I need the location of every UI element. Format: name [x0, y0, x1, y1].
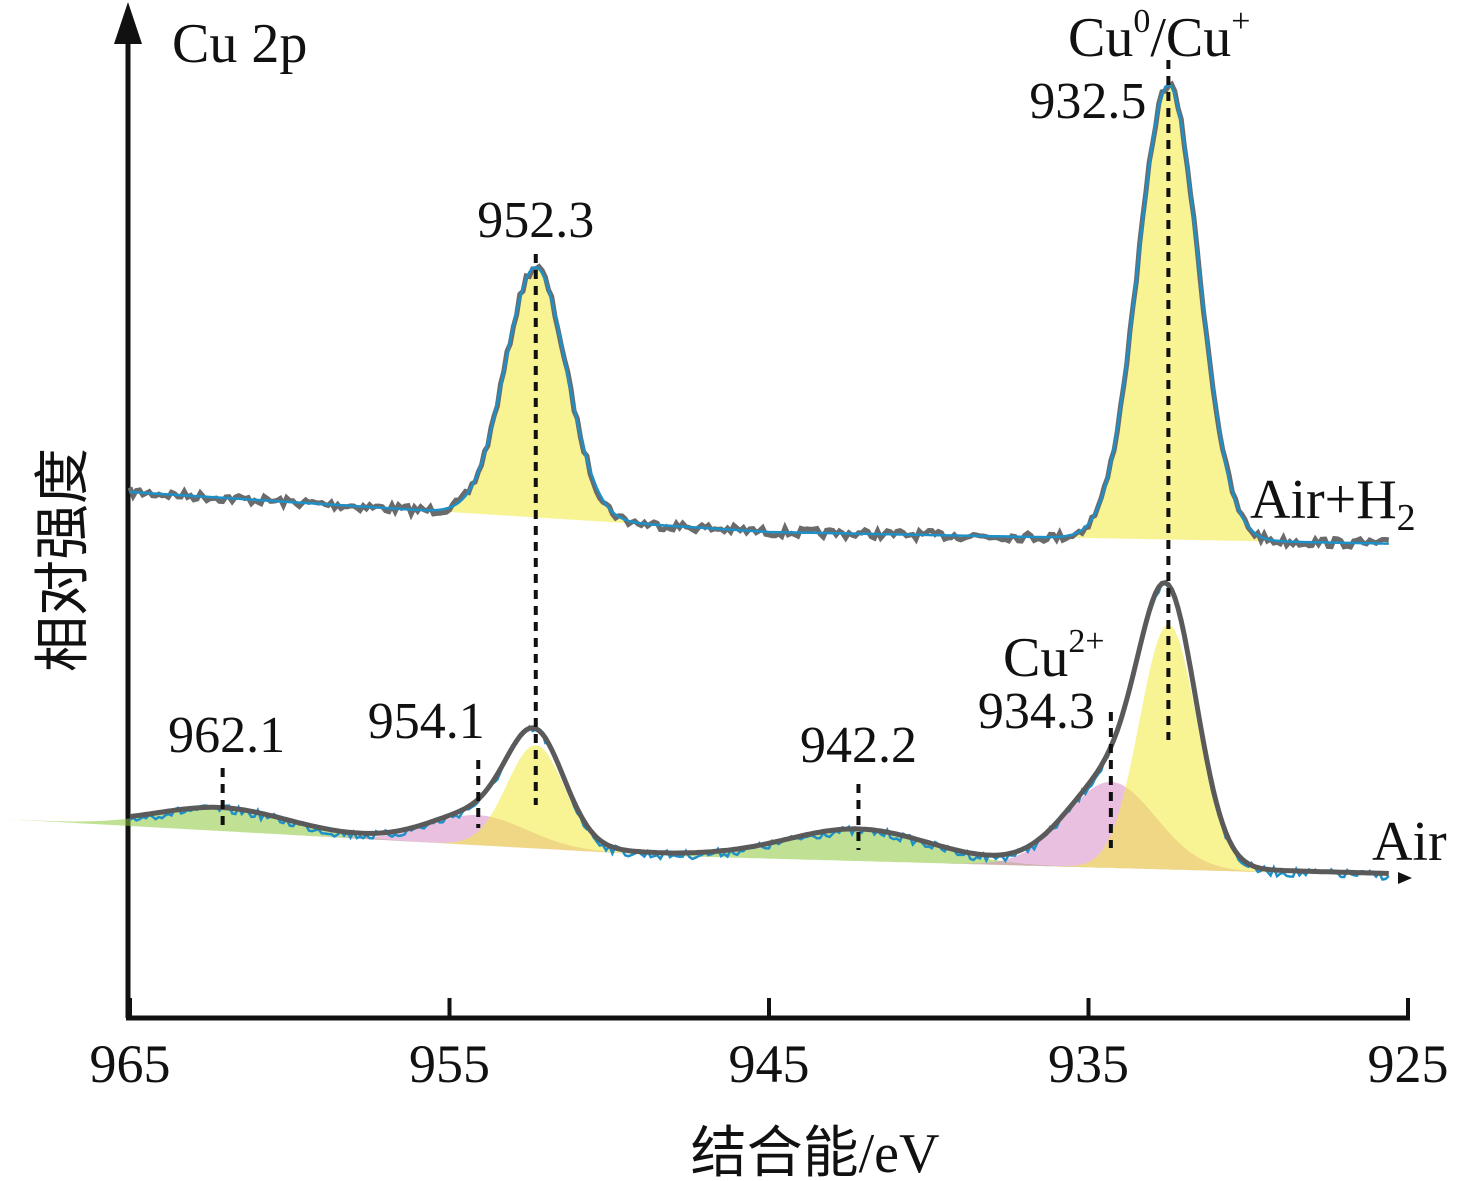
x-tick-label-965: 965 [90, 1034, 171, 1094]
peak-fill-1-0 [0, 809, 479, 846]
series-label-air: Air [1372, 811, 1447, 873]
peak-label-934-3: 934.3 [978, 683, 1095, 740]
peak-label-954-1: 954.1 [368, 693, 485, 750]
x-tick-label-945: 945 [729, 1034, 810, 1094]
x-tick-label-935: 935 [1048, 1034, 1129, 1094]
fit-curve-air-h2 [129, 82, 1389, 545]
y-axis-label: 相对强度 [33, 448, 95, 672]
peak-label-932-5: 932.5 [1029, 73, 1146, 130]
peak-label-942-2: 942.2 [800, 717, 917, 774]
curves [127, 80, 1412, 884]
peak-label-952-3: 952.3 [477, 192, 594, 249]
peak-fill-1-5 [1053, 624, 1284, 873]
peak-annotations: 952.3 932.5 962.1 954.1 942.2 934.3 [168, 73, 1146, 774]
dashed-guides [220, 60, 1171, 850]
peak-fill-0-1 [1047, 84, 1290, 542]
peak-label-962-1: 962.1 [168, 707, 285, 764]
y-axis-arrow [114, 2, 142, 44]
fit-envelope-air [129, 580, 1389, 876]
x-axis-label: 结合能/eV [691, 1123, 940, 1181]
label-cu2-plus: Cu2+ [1003, 623, 1105, 689]
air-baseline-arrow [1398, 872, 1412, 884]
chart-title: Cu 2p [172, 13, 307, 75]
x-tick-label-955: 955 [409, 1034, 490, 1094]
label-cu0-cu-plus: Cu0/Cu+ [1068, 3, 1250, 69]
series-label-air-h2: Air+H2 [1250, 469, 1416, 539]
x-ticks: 965 955 945 935 925 [90, 998, 1449, 1094]
x-tick-label-925: 925 [1368, 1034, 1449, 1094]
peak-fill-0-0 [414, 267, 658, 525]
